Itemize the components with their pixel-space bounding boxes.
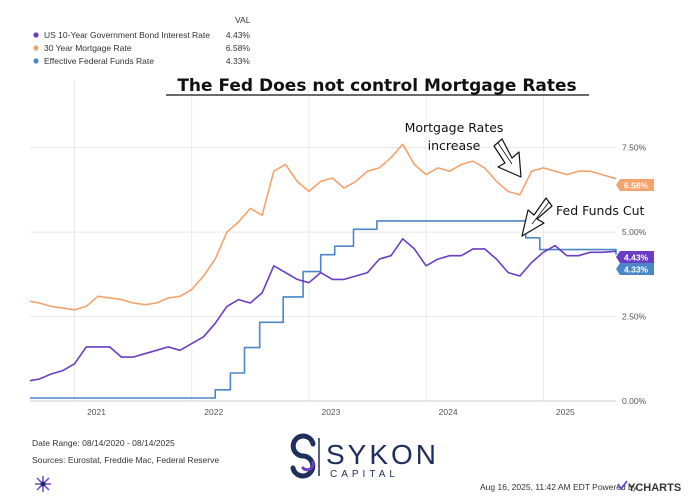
flower-icon <box>35 476 51 492</box>
legend-value-mortgage: 6.58% <box>226 43 251 53</box>
annotation-mortgage-line1: Mortgage Rates <box>405 120 504 135</box>
grid-lines <box>30 80 616 402</box>
x-tick-label: 2024 <box>439 407 458 417</box>
badge-mortgage-value: 6.58% <box>624 181 649 191</box>
legend-label-mortgage: 30 Year Mortgage Rate <box>44 43 132 53</box>
y-tick-label: 2.50% <box>622 312 647 322</box>
annotation-arrow-mortgage <box>493 138 522 178</box>
legend-swatch-mortgage <box>33 45 39 51</box>
annotation-fedfunds: Fed Funds Cut <box>556 203 645 218</box>
ycharts-brand: YCHARTS <box>628 482 681 494</box>
legend-value-fedfunds: 4.33% <box>226 56 251 66</box>
series-line-10yr <box>29 238 617 382</box>
badge-fedfunds-value: 4.33% <box>624 265 649 275</box>
legend-header: VAL <box>235 15 251 25</box>
legend: VAL US 10-Year Government Bond Interest … <box>33 15 251 66</box>
series-line-mortgage <box>29 143 617 311</box>
annotation-mortgage-line2: increase <box>428 138 481 153</box>
y-tick-label: 7.50% <box>622 143 647 153</box>
legend-swatch-fedfunds <box>33 58 39 64</box>
badge-fedfunds: 4.33% <box>616 263 654 275</box>
x-tick-label: 2025 <box>556 407 575 417</box>
legend-label-10yr: US 10-Year Government Bond Interest Rate <box>44 30 210 40</box>
logo-name: SYKON <box>326 439 439 470</box>
chart-title: The Fed Does not control Mortgage Rates <box>177 76 576 96</box>
x-tick-label: 2021 <box>87 407 106 417</box>
annotation-arrow-fedfunds <box>521 197 553 237</box>
ycharts-icon <box>617 480 628 491</box>
logo: SYKON CAPITAL <box>290 433 439 480</box>
badge-mortgage: 6.58% <box>616 179 654 191</box>
timestamp: Aug 16, 2025, 11:42 AM EDT Powered by <box>480 482 638 492</box>
sources: Sources: Eurostat, Freddie Mac, Federal … <box>32 455 219 465</box>
x-tick-label: 2022 <box>204 407 223 417</box>
badge-10yr: 4.43% <box>616 251 654 263</box>
legend-value-10yr: 4.43% <box>226 30 251 40</box>
x-tick-label: 2023 <box>321 407 340 417</box>
series-line-fedfunds <box>30 220 617 399</box>
axis-ticks: 7.50% 5.00% 2.50% 0.00% 2021 2022 2023 2024 2025 <box>30 143 647 417</box>
legend-label-fedfunds: Effective Federal Funds Rate <box>44 56 154 66</box>
badge-10yr-value: 4.43% <box>624 253 649 263</box>
date-range: Date Range: 08/14/2020 - 08/14/2025 <box>32 438 175 448</box>
y-tick-label: 0.00% <box>622 396 647 406</box>
sykon-s-icon <box>290 433 316 479</box>
y-tick-label: 5.00% <box>622 227 647 237</box>
legend-swatch-10yr <box>33 32 39 38</box>
logo-sub: CAPITAL <box>330 469 399 480</box>
series-lines <box>29 143 617 399</box>
